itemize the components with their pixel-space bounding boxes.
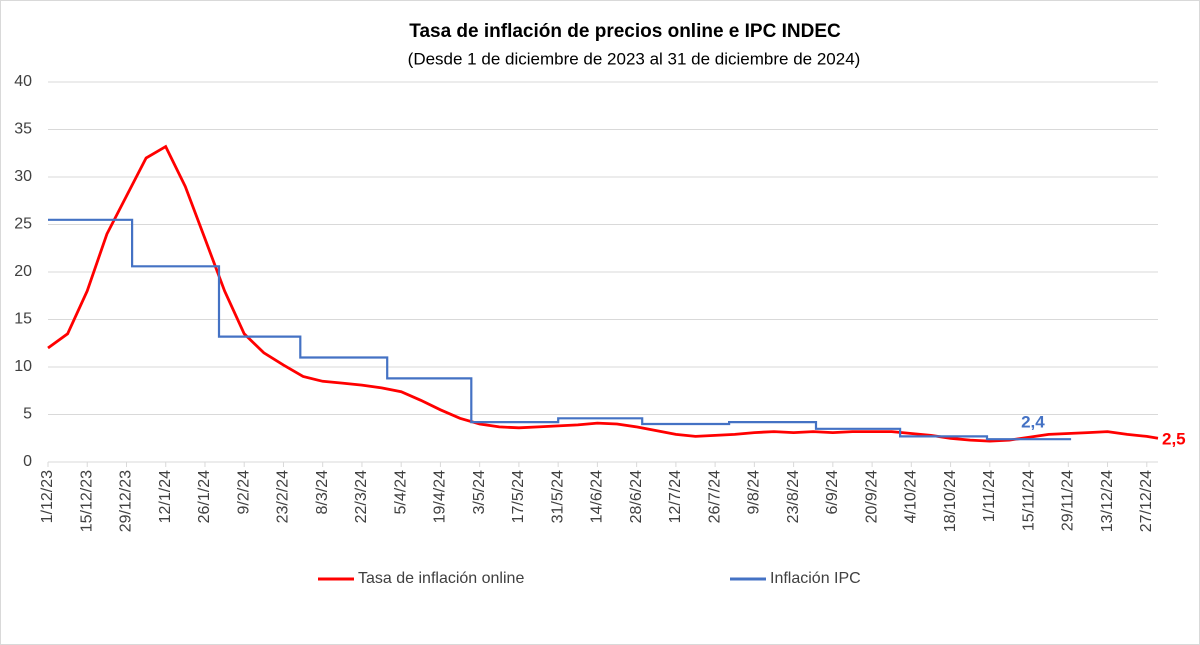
x-tick-label: 9/2/24: [235, 470, 252, 515]
x-tick-label: 15/12/23: [78, 470, 95, 532]
legend-label: Inflación IPC: [770, 570, 861, 587]
x-tick-label: 17/5/24: [510, 470, 527, 523]
series-line: [47, 144, 1159, 443]
x-tick-label: 18/10/24: [942, 470, 959, 532]
x-tick-label: 15/11/24: [1020, 470, 1037, 531]
x-tick-label: 28/6/24: [628, 470, 645, 523]
y-tick-label: 10: [14, 358, 32, 375]
x-tick-label: 1/12/23: [39, 470, 56, 523]
x-tick-label: 26/1/24: [196, 470, 213, 523]
y-tick-label: 25: [14, 216, 32, 233]
end-label: 2,4: [1021, 413, 1045, 432]
x-tick-label: 23/2/24: [275, 470, 292, 523]
y-tick-label: 35: [14, 121, 32, 138]
x-tick-label: 1/11/24: [981, 470, 998, 522]
legend-label: Tasa de inflación online: [358, 570, 524, 587]
y-tick-label: 40: [14, 73, 32, 90]
x-tick-label: 5/4/24: [392, 470, 409, 515]
y-tick-label: 30: [14, 168, 32, 185]
y-tick-label: 20: [14, 263, 32, 280]
x-tick-label: 19/4/24: [432, 470, 449, 523]
x-tick-label: 12/7/24: [667, 470, 684, 523]
chart-subtitle: (Desde 1 de diciembre de 2023 al 31 de d…: [408, 49, 861, 68]
x-tick-label: 9/8/24: [746, 470, 763, 515]
x-tick-label: 31/5/24: [549, 470, 566, 523]
x-tick-label: 3/5/24: [471, 470, 488, 515]
x-tick-label: 13/12/24: [1099, 470, 1116, 532]
end-label: 2,5: [1162, 430, 1186, 449]
x-tick-label: 4/10/24: [903, 470, 920, 523]
x-tick-label: 8/3/24: [314, 470, 331, 515]
x-tick-label: 20/9/24: [863, 470, 880, 523]
x-tick-label: 23/8/24: [785, 470, 802, 523]
x-tick-label: 29/12/23: [118, 470, 135, 532]
x-tick-label: 12/1/24: [157, 470, 174, 523]
x-tick-label: 26/7/24: [706, 470, 723, 523]
y-tick-label: 0: [23, 453, 32, 470]
y-tick-label: 5: [23, 406, 32, 423]
series-line: [48, 218, 1072, 441]
x-tick-label: 6/9/24: [824, 470, 841, 515]
x-tick-label: 14/6/24: [589, 470, 606, 523]
x-tick-label: 27/12/24: [1138, 470, 1155, 532]
chart-title: Tasa de inflación de precios online e IP…: [409, 21, 841, 42]
x-tick-label: 29/11/24: [1060, 470, 1077, 531]
y-tick-label: 15: [14, 311, 32, 328]
x-tick-label: 22/3/24: [353, 470, 370, 523]
